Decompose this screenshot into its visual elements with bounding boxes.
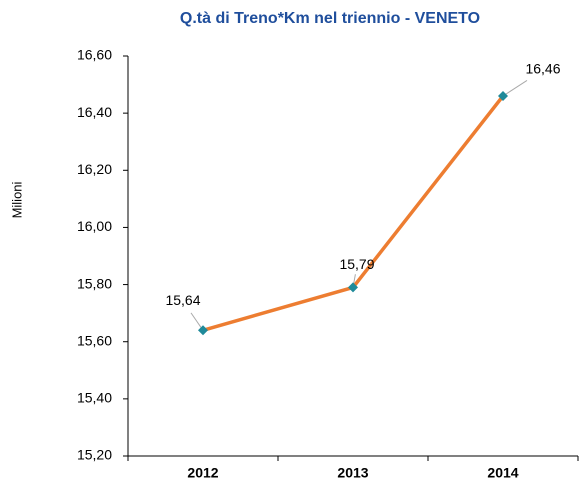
data-label: 16,46	[525, 61, 560, 77]
x-tick-label: 2012	[187, 465, 218, 481]
y-axis-title: Milioni	[9, 181, 24, 218]
y-tick-label: 15,60	[77, 332, 112, 348]
line	[202, 94, 505, 332]
marker	[348, 282, 358, 293]
y-tick-label: 16,40	[77, 104, 112, 120]
y-tick-label: 16,20	[77, 161, 112, 177]
y-tick-label: 15,80	[77, 275, 112, 291]
x-tick-label: 2013	[337, 465, 368, 481]
data-label: 15,64	[165, 292, 200, 308]
leader-line	[502, 79, 528, 97]
x-tick-label: 2014	[487, 465, 518, 481]
y-tick-label: 16,60	[77, 47, 112, 63]
chart-title: Q.tà di Treno*Km nel triennio - VENETO	[180, 10, 480, 27]
y-tick-label: 15,20	[77, 447, 112, 463]
y-tick-label: 15,40	[77, 390, 112, 406]
data-label: 15,79	[339, 256, 374, 272]
marker	[198, 325, 208, 336]
marker	[498, 91, 508, 101]
y-tick-label: 16,00	[77, 218, 112, 234]
